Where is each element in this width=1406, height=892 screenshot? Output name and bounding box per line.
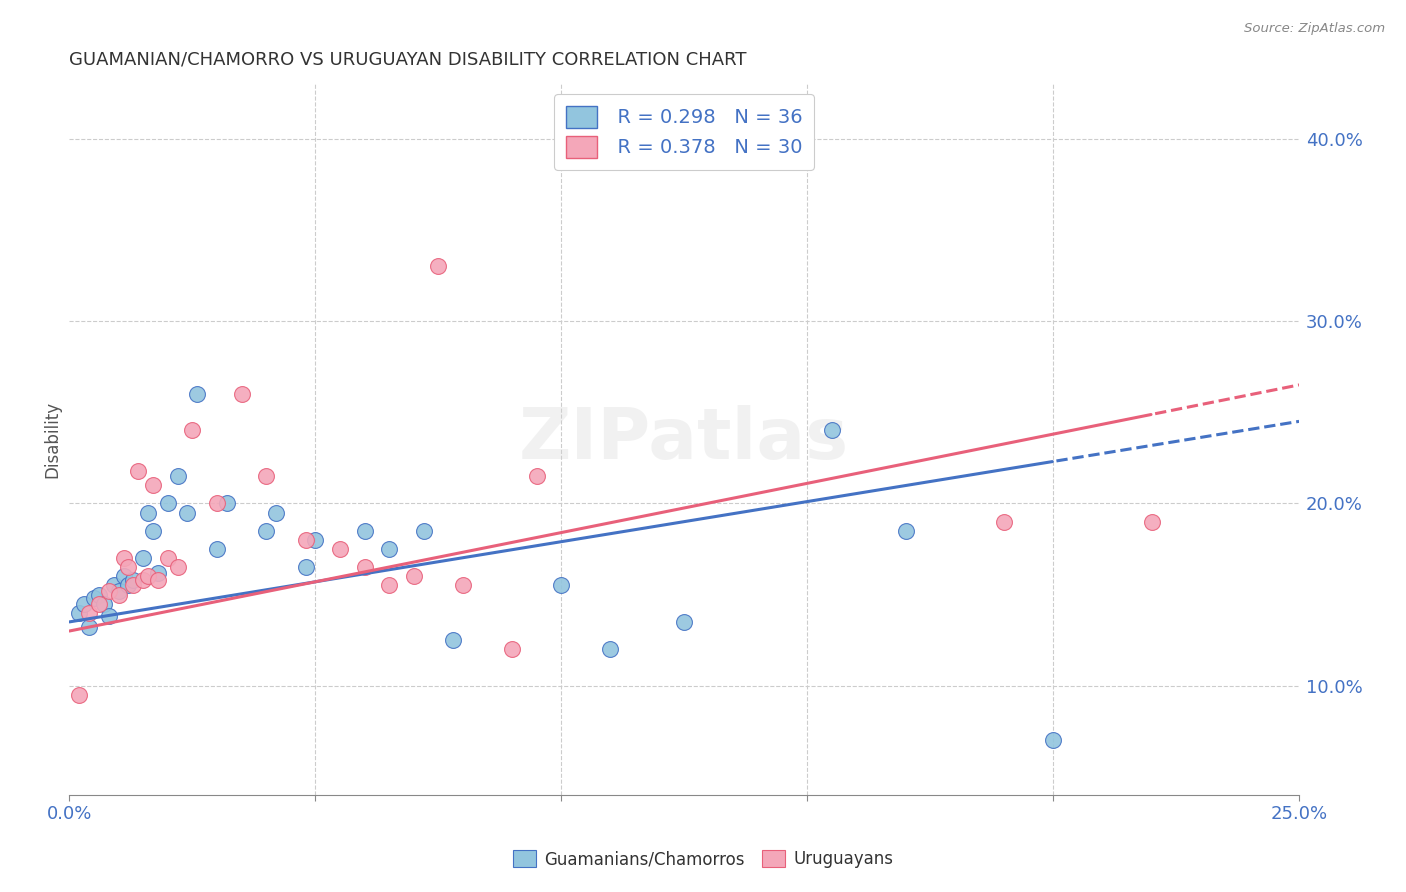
Point bbox=[146, 573, 169, 587]
Text: GUAMANIAN/CHAMORRO VS URUGUAYAN DISABILITY CORRELATION CHART: GUAMANIAN/CHAMORRO VS URUGUAYAN DISABILI… bbox=[69, 51, 747, 69]
Point bbox=[186, 387, 208, 401]
Point bbox=[427, 260, 450, 274]
Point bbox=[107, 583, 129, 598]
Legend:   R = 0.298   N = 36,   R = 0.378   N = 30: R = 0.298 N = 36, R = 0.378 N = 30 bbox=[554, 94, 814, 169]
Point bbox=[254, 524, 277, 538]
Point bbox=[97, 609, 120, 624]
Point bbox=[67, 688, 90, 702]
Point bbox=[1140, 515, 1163, 529]
Point bbox=[215, 496, 238, 510]
Point bbox=[122, 578, 145, 592]
Point bbox=[122, 573, 145, 587]
Point bbox=[156, 496, 179, 510]
Point bbox=[181, 424, 204, 438]
Point bbox=[93, 597, 115, 611]
Point bbox=[304, 533, 326, 547]
Point bbox=[103, 578, 125, 592]
Point bbox=[136, 569, 159, 583]
Point bbox=[87, 588, 110, 602]
Point bbox=[412, 524, 434, 538]
Point bbox=[77, 606, 100, 620]
Point bbox=[205, 496, 228, 510]
Point bbox=[294, 560, 316, 574]
Point bbox=[673, 615, 696, 629]
Point bbox=[112, 569, 135, 583]
Point bbox=[107, 588, 129, 602]
Point bbox=[821, 424, 844, 438]
Point bbox=[329, 541, 352, 556]
Point bbox=[231, 387, 253, 401]
Point bbox=[1042, 733, 1064, 747]
Point bbox=[117, 578, 139, 592]
Legend: Guamanians/Chamorros, Uruguayans: Guamanians/Chamorros, Uruguayans bbox=[506, 843, 900, 875]
Point bbox=[894, 524, 917, 538]
Y-axis label: Disability: Disability bbox=[44, 401, 60, 478]
Point bbox=[146, 566, 169, 580]
Point bbox=[67, 606, 90, 620]
Point bbox=[993, 515, 1015, 529]
Point bbox=[112, 551, 135, 566]
Point bbox=[599, 642, 621, 657]
Point bbox=[294, 533, 316, 547]
Point bbox=[87, 597, 110, 611]
Point bbox=[353, 560, 375, 574]
Point bbox=[166, 469, 188, 483]
Point bbox=[176, 506, 198, 520]
Point bbox=[127, 464, 149, 478]
Point bbox=[441, 633, 464, 648]
Point bbox=[77, 620, 100, 634]
Point bbox=[132, 551, 155, 566]
Point bbox=[142, 524, 165, 538]
Point bbox=[73, 597, 96, 611]
Point bbox=[550, 578, 572, 592]
Point bbox=[166, 560, 188, 574]
Point bbox=[254, 469, 277, 483]
Point bbox=[83, 591, 105, 606]
Point bbox=[378, 578, 401, 592]
Point bbox=[136, 506, 159, 520]
Text: Source: ZipAtlas.com: Source: ZipAtlas.com bbox=[1244, 22, 1385, 36]
Point bbox=[402, 569, 425, 583]
Point bbox=[156, 551, 179, 566]
Point bbox=[378, 541, 401, 556]
Point bbox=[132, 573, 155, 587]
Point bbox=[97, 583, 120, 598]
Point bbox=[501, 642, 523, 657]
Point bbox=[205, 541, 228, 556]
Point bbox=[117, 560, 139, 574]
Text: ZIPatlas: ZIPatlas bbox=[519, 405, 849, 474]
Point bbox=[142, 478, 165, 492]
Point bbox=[353, 524, 375, 538]
Point bbox=[451, 578, 474, 592]
Point bbox=[526, 469, 548, 483]
Point bbox=[264, 506, 287, 520]
